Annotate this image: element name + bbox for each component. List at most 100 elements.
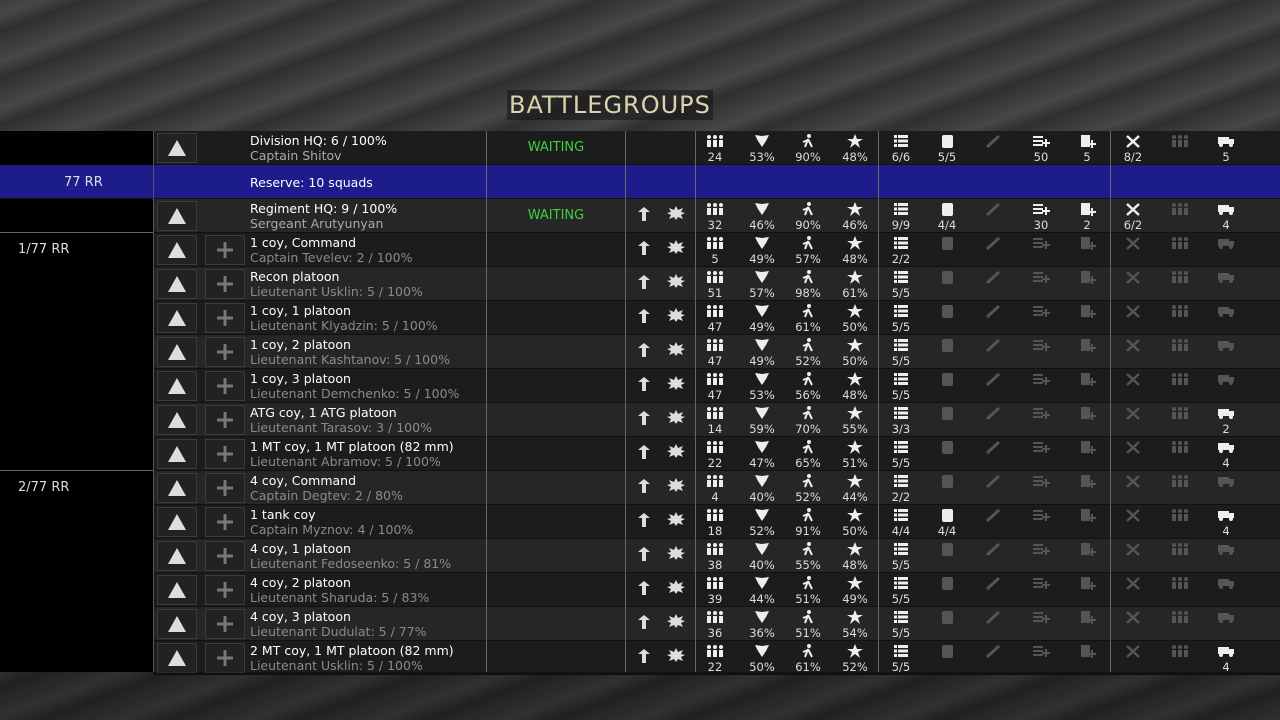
- stamina-value: 65%: [795, 456, 821, 470]
- column-divider: [1110, 131, 1111, 672]
- add-button[interactable]: [205, 303, 245, 333]
- experience-value: 48%: [842, 252, 868, 266]
- move-icon: [638, 615, 650, 629]
- add-button[interactable]: [205, 439, 245, 469]
- add-button[interactable]: [205, 337, 245, 367]
- repairs-icon: [1126, 611, 1140, 624]
- add-button[interactable]: [205, 609, 245, 639]
- unit-row[interactable]: Reserve: 10 squads: [0, 165, 1280, 199]
- guns-icon: [985, 202, 1001, 216]
- men-icon: [707, 407, 723, 419]
- add-button[interactable]: [205, 235, 245, 265]
- supply-value: 50: [1033, 150, 1049, 164]
- morale-icon: [755, 645, 769, 657]
- experience-icon: [847, 304, 863, 318]
- stamina-icon: [802, 610, 813, 624]
- morale-icon: [755, 135, 769, 147]
- stamina-icon: [802, 304, 813, 318]
- repairs-icon: [1126, 543, 1140, 556]
- morale-icon: [755, 441, 769, 453]
- men-icon: [707, 271, 723, 283]
- unit-icon: [157, 609, 197, 639]
- unit-row[interactable]: 1 coy, 1 platoon Lieutenant Klyadzin: 5 /…: [153, 301, 1280, 335]
- footer-strip: [0, 672, 1280, 720]
- add-button[interactable]: [205, 507, 245, 537]
- unit-row[interactable]: 4 coy, Command Captain Degtev: 2 / 80% 4 40…: [153, 471, 1280, 505]
- unit-row[interactable]: ATG coy, 1 ATG platoon Lieutenant Tarasov…: [153, 403, 1280, 437]
- supply-icon: [1033, 408, 1050, 419]
- squads-icon: [894, 339, 908, 351]
- experience-icon: [847, 474, 863, 488]
- trucks-icon: [1218, 477, 1234, 487]
- unit-row[interactable]: 1 MT coy, 1 MT platoon (82 mm) Lieutenant…: [153, 437, 1280, 471]
- ammo-icon: [1081, 475, 1096, 488]
- unit-row[interactable]: 1 tank coy Captain Myznov: 4 / 100% 18 52% 9…: [153, 505, 1280, 539]
- supply-icon: [1033, 340, 1050, 351]
- screen-title: BATTLEGROUPS: [507, 90, 713, 120]
- crew-icon: [1172, 407, 1188, 419]
- morale-icon: [755, 339, 769, 351]
- fuel-icon: [942, 339, 953, 352]
- squads-icon: [894, 237, 908, 249]
- commander: Lieutenant Demchenko: 5 / 100%: [250, 386, 460, 401]
- men-value: 18: [707, 524, 723, 538]
- experience-icon: [847, 372, 863, 386]
- men-icon: [707, 441, 723, 453]
- unit-row[interactable]: Regiment HQ: 9 / 100% Sergeant Arutyunyan…: [153, 199, 1280, 233]
- ammo-icon: [1081, 237, 1096, 250]
- unit-row[interactable]: Recon platoon Lieutenant Usklin: 5 / 100%…: [153, 267, 1280, 301]
- stamina-icon: [802, 576, 813, 590]
- unit-icon: [157, 575, 197, 605]
- add-button[interactable]: [205, 371, 245, 401]
- unit-row[interactable]: 1 coy, 3 platoon Lieutenant Demchenko: 5 …: [153, 369, 1280, 403]
- trucks-icon: [1218, 205, 1234, 215]
- unit-row[interactable]: 2 MT coy, 1 MT platoon (82 mm) Lieutenant…: [153, 641, 1280, 675]
- add-button[interactable]: [205, 575, 245, 605]
- crew-icon: [1172, 135, 1188, 147]
- trucks-value: 2: [1222, 422, 1230, 436]
- move-icon: [638, 479, 650, 493]
- supply-icon: [1033, 510, 1050, 521]
- morale-value: 53%: [749, 150, 775, 164]
- unit-row[interactable]: 1 coy, 2 platoon Lieutenant Kashtanov: 5 …: [153, 335, 1280, 369]
- commander: Lieutenant Dudulat: 5 / 77%: [250, 624, 427, 639]
- add-button[interactable]: [205, 541, 245, 571]
- stamina-icon: [802, 236, 813, 250]
- unit-row[interactable]: 1 coy, Command Captain Tevelev: 2 / 100% 5…: [153, 233, 1280, 267]
- stamina-value: 52%: [795, 354, 821, 368]
- stamina-value: 70%: [795, 422, 821, 436]
- trucks-value: 4: [1222, 218, 1230, 232]
- morale-value: 57%: [749, 286, 775, 300]
- squads-value: 5/5: [891, 592, 911, 606]
- add-button[interactable]: [205, 643, 245, 673]
- unit-name: 1 tank coy: [250, 507, 316, 522]
- repairs-icon: [1126, 373, 1140, 386]
- commander: Lieutenant Usklin: 5 / 100%: [250, 284, 423, 299]
- ammo-icon: [1081, 135, 1096, 148]
- stamina-value: 98%: [795, 286, 821, 300]
- ammo-icon: [1081, 203, 1096, 216]
- unit-name: 1 coy, Command: [250, 235, 357, 250]
- add-button[interactable]: [205, 269, 245, 299]
- stamina-icon: [802, 474, 813, 488]
- unit-row[interactable]: 4 coy, 1 platoon Lieutenant Fedoseenko: 5…: [153, 539, 1280, 573]
- stamina-value: 90%: [795, 150, 821, 164]
- squads-icon: [894, 611, 908, 623]
- unit-row[interactable]: 4 coy, 3 platoon Lieutenant Dudulat: 5 / …: [153, 607, 1280, 641]
- unit-row[interactable]: 4 coy, 2 platoon Lieutenant Sharuda: 5 / …: [153, 573, 1280, 607]
- morale-icon: [755, 611, 769, 623]
- unit-row[interactable]: Division HQ: 6 / 100% Captain Shitov WAITI…: [153, 131, 1280, 165]
- repairs-icon: [1126, 475, 1140, 488]
- morale-value: 36%: [749, 626, 775, 640]
- unit-icon: [157, 643, 197, 673]
- add-button[interactable]: [205, 405, 245, 435]
- stamina-icon: [802, 372, 813, 386]
- add-button[interactable]: [205, 473, 245, 503]
- experience-icon: [847, 134, 863, 148]
- move-icon: [638, 309, 650, 323]
- group-label: 77 RR: [64, 175, 103, 190]
- morale-icon: [755, 373, 769, 385]
- morale-value: 49%: [749, 252, 775, 266]
- experience-value: 48%: [842, 150, 868, 164]
- supply-icon: [1033, 306, 1050, 317]
